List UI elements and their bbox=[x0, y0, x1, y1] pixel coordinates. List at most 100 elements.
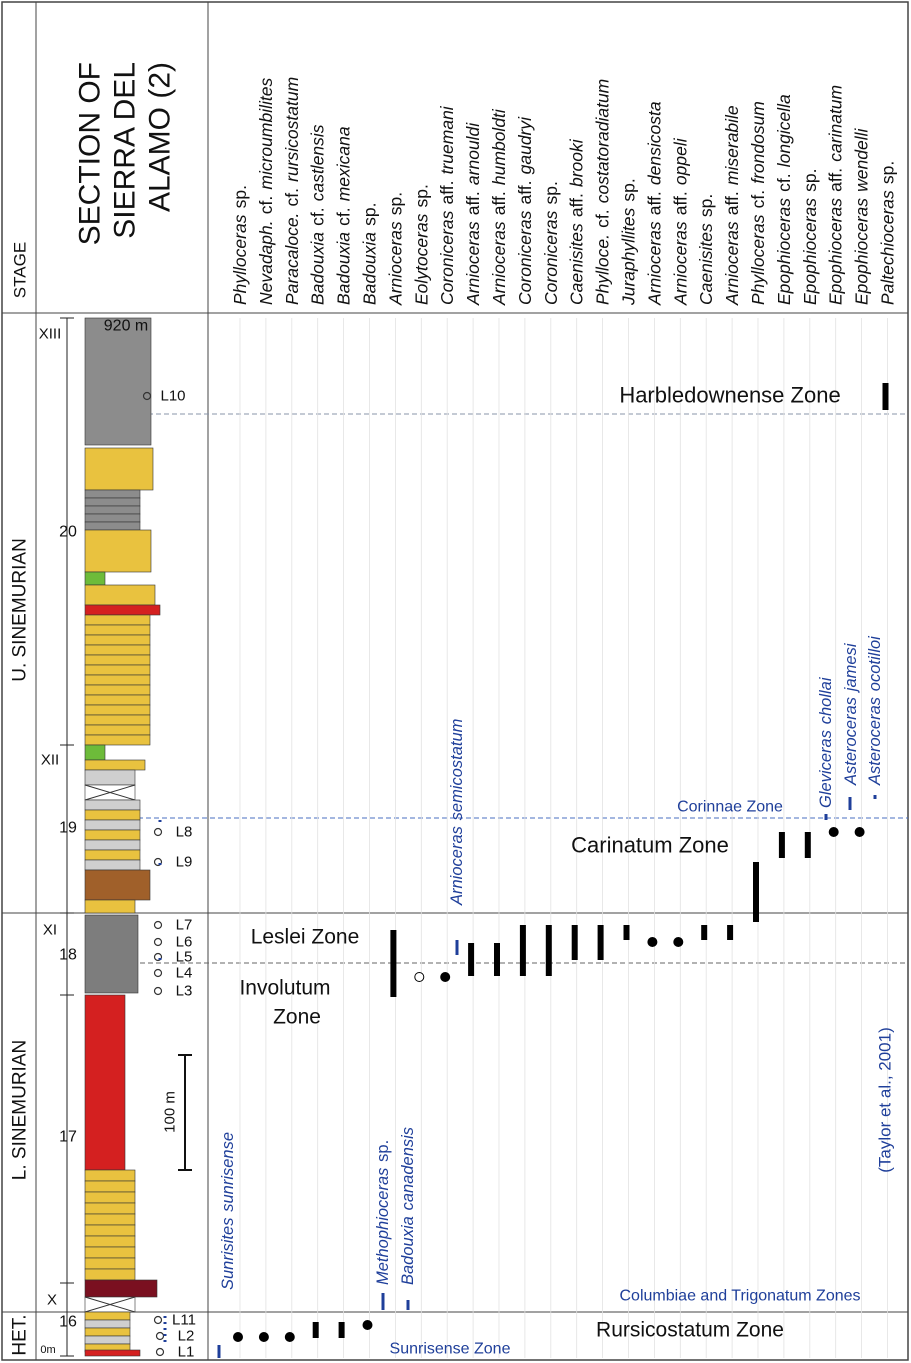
range-bar bbox=[339, 1322, 345, 1338]
taxon-part: Arnioceras bbox=[463, 221, 483, 306]
lithology-bed bbox=[85, 915, 138, 993]
taxon-part: Badouxia bbox=[399, 1216, 417, 1285]
blue-range-bar bbox=[164, 1334, 167, 1336]
occurrence bbox=[441, 973, 450, 982]
ammonite-icon bbox=[155, 1317, 162, 1324]
lithology-bed bbox=[85, 850, 140, 860]
taxon-name: Coronicerasaff.truemani bbox=[437, 105, 457, 305]
zone-label: Columbiae and Trigonatum Zones bbox=[619, 1288, 860, 1305]
lithology-column bbox=[85, 318, 160, 1356]
occurrence bbox=[674, 938, 683, 947]
lithology-bed bbox=[85, 705, 150, 715]
taxon-part: chollai bbox=[817, 676, 835, 724]
lithology-bed bbox=[85, 810, 140, 820]
occurrence bbox=[415, 973, 424, 982]
taxon-part: aff. bbox=[489, 191, 509, 215]
taxon-part: aff. bbox=[722, 191, 742, 215]
taxon-part: Arnioceras bbox=[722, 221, 742, 306]
range-bar bbox=[494, 943, 500, 976]
lithology-bed bbox=[85, 1312, 130, 1320]
occurrence bbox=[234, 1333, 243, 1342]
unit-label: XII bbox=[41, 752, 59, 769]
section-title: ALAMO (2) bbox=[144, 62, 177, 212]
stage-name: L. SINEMURIAN bbox=[10, 1040, 31, 1180]
section-mark: 20 bbox=[59, 524, 77, 541]
blue-range-bar bbox=[407, 1300, 410, 1310]
taxon-name: Badouxiacf.castlensis bbox=[308, 124, 328, 305]
lithology-bed bbox=[85, 715, 150, 725]
taxon-part: Methophioceras bbox=[374, 1168, 392, 1285]
taxon-name: Arniocerasaff.humboldti bbox=[489, 108, 509, 306]
blue-species-name: Methophioceras sp. bbox=[374, 1140, 392, 1285]
lithology-bed bbox=[85, 506, 140, 514]
section-mark: 920 m bbox=[104, 318, 148, 335]
unit-label: XIII bbox=[39, 326, 62, 343]
taxon-name: Epophiocerassp. bbox=[800, 168, 820, 305]
range-bar bbox=[546, 925, 552, 976]
taxon-part: sp. bbox=[230, 185, 250, 208]
lithology-bed bbox=[85, 770, 135, 785]
taxon-part: cf. bbox=[282, 188, 302, 206]
blue-range-bar bbox=[874, 795, 877, 799]
lithology-bed bbox=[85, 745, 105, 760]
section-title: SECTION OF bbox=[74, 62, 107, 245]
taxon-name: Coronicerasaff.gaudryi bbox=[515, 116, 535, 305]
taxon-part: frondosum bbox=[748, 101, 768, 184]
taxon-part: Phylloceras bbox=[230, 214, 250, 305]
reference: (Taylor et al., 2001) bbox=[876, 1027, 895, 1173]
lithology-bed bbox=[85, 840, 140, 850]
taxon-part: gaudryi bbox=[515, 116, 535, 175]
lithology-bed bbox=[85, 830, 140, 840]
lithology-bed bbox=[85, 820, 140, 830]
lithology-bed bbox=[85, 1225, 135, 1236]
taxon-part: Epophioceras bbox=[826, 198, 846, 305]
taxon-name: Phyllocerascf.frondosum bbox=[748, 101, 768, 305]
taxon-part: sp. bbox=[411, 184, 431, 207]
lithology-bed bbox=[85, 870, 150, 900]
lithology-bed bbox=[85, 1170, 135, 1181]
taxon-part: sp. bbox=[360, 203, 380, 226]
blue-species-name: Gleviceraschollai bbox=[817, 676, 835, 808]
taxon-name: Arniocerasaff.densicosta bbox=[644, 101, 664, 306]
section-title: SIERRA DEL bbox=[109, 62, 142, 239]
taxon-part: sp. bbox=[374, 1140, 392, 1162]
lithology-bed bbox=[85, 725, 150, 735]
taxon-part: brooki bbox=[567, 138, 587, 187]
taxon-part: Paracaloce. bbox=[282, 213, 302, 305]
blue-range-bar bbox=[825, 814, 828, 820]
taxon-part: Epophioceras bbox=[800, 198, 820, 305]
taxon-name: Arniocerasaff.miserabile bbox=[722, 105, 742, 306]
ammonite-icon bbox=[155, 970, 162, 977]
lithology-bed bbox=[85, 1192, 135, 1203]
level-label: L1 bbox=[178, 1344, 195, 1361]
range-bar bbox=[468, 943, 474, 976]
blue-range-bar bbox=[159, 820, 162, 822]
lithology-bed bbox=[85, 1181, 135, 1192]
lithology-bed bbox=[85, 1203, 135, 1214]
lithology-bed bbox=[85, 530, 151, 572]
lithology-bed bbox=[85, 645, 150, 655]
zone-label: Involutum bbox=[239, 977, 330, 1000]
section-mark: 17 bbox=[59, 1129, 77, 1146]
level-label: L5 bbox=[176, 949, 193, 966]
lithology-bed bbox=[85, 1247, 135, 1258]
occurrence bbox=[285, 1333, 294, 1342]
lithology-bed bbox=[85, 1214, 135, 1225]
zone-label: Leslei Zone bbox=[251, 926, 360, 949]
taxon-part: Phylloce. bbox=[593, 234, 613, 305]
blue-range-bar bbox=[159, 958, 162, 960]
stage-name: HET. bbox=[10, 1314, 31, 1355]
taxon-part: Caenisites bbox=[567, 223, 587, 305]
blue-species-name: Asterocerasjamesi bbox=[842, 642, 860, 786]
taxon-part: sp. bbox=[385, 192, 405, 215]
taxon-name: Coronicerassp. bbox=[541, 181, 561, 305]
taxon-part: canadensis bbox=[399, 1127, 417, 1210]
blue-species-name: Arniocerassemicostatum bbox=[448, 719, 466, 906]
taxon-name: Epophiocerasaff.carinatum bbox=[826, 85, 846, 305]
taxon-part: Coroniceras bbox=[541, 210, 561, 305]
taxon-part: Asteroceras bbox=[866, 697, 884, 786]
lithology-bed bbox=[85, 995, 125, 1170]
taxon-part: Badouxia bbox=[308, 232, 328, 305]
occurrence bbox=[648, 938, 657, 947]
taxon-part: Paltechioceras bbox=[878, 190, 898, 305]
